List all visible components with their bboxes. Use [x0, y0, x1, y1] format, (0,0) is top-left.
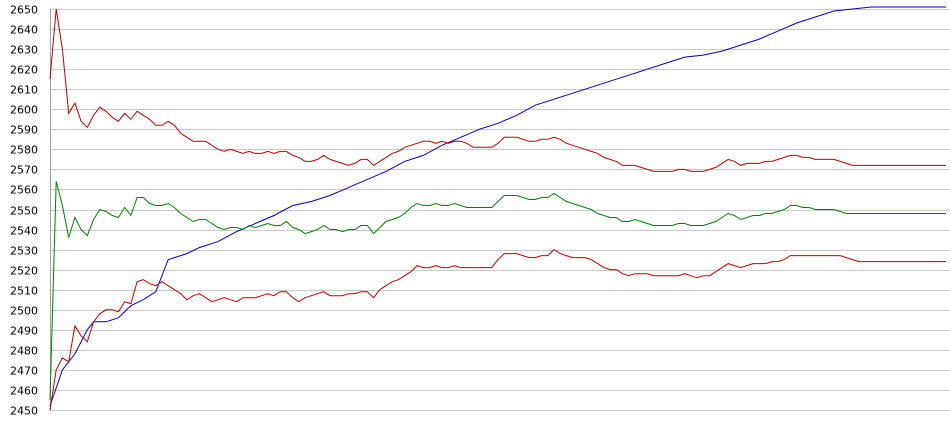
series-line-3 — [49, 181, 946, 401]
series-line-4 — [49, 248, 946, 411]
y-tick-label: 2650 — [10, 4, 38, 17]
y-tick-label: 2530 — [10, 245, 38, 258]
grid — [50, 9, 950, 411]
series-line-2 — [49, 8, 946, 172]
y-tick-label: 2540 — [10, 225, 38, 238]
y-tick-label: 2470 — [10, 365, 38, 378]
y-tick-label: 2610 — [10, 84, 38, 97]
series-line-1 — [49, 6, 946, 407]
y-tick-label: 2500 — [10, 305, 38, 318]
y-tick-label: 2520 — [10, 265, 38, 278]
y-tick-label: 2550 — [10, 205, 38, 218]
y-tick-label: 2490 — [10, 325, 38, 338]
y-tick-label: 2570 — [10, 164, 38, 177]
y-tick-label: 2560 — [10, 184, 38, 197]
y-tick-label: 2630 — [10, 44, 38, 57]
series-group — [49, 6, 946, 411]
y-tick-label: 2510 — [10, 285, 38, 298]
y-tick-label: 2640 — [10, 24, 38, 37]
y-tick-label: 2600 — [10, 104, 38, 117]
y-tick-label: 2480 — [10, 345, 38, 358]
y-tick-label: 2590 — [10, 124, 38, 137]
y-tick-label: 2460 — [10, 385, 38, 398]
y-tick-label: 2620 — [10, 64, 38, 77]
y-tick-label: 2580 — [10, 144, 38, 157]
y-tick-label: 2450 — [10, 405, 38, 418]
axes: 2450 2460 2470 2480 2490 2500 2510 2520 2530 2540… — [10, 4, 51, 418]
